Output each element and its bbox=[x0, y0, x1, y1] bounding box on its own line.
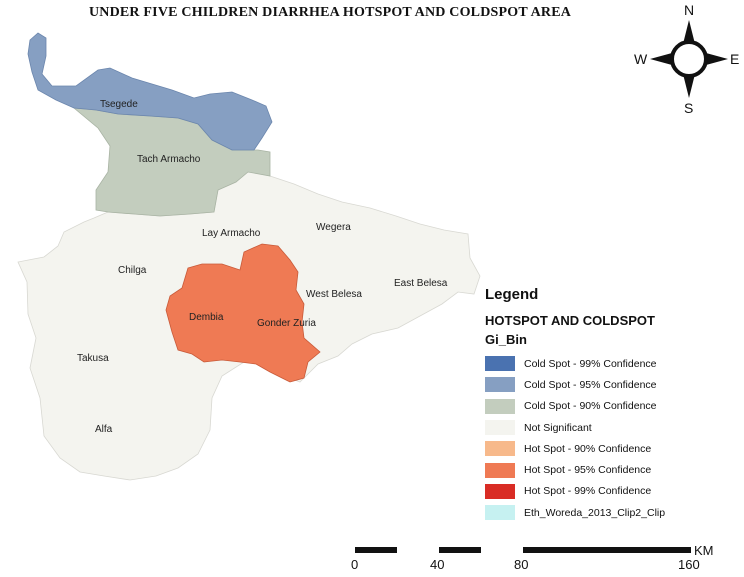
legend-swatch bbox=[485, 398, 515, 414]
compass-arrow-east bbox=[706, 53, 728, 65]
compass-label-west: W bbox=[634, 51, 648, 67]
scale-unit: KM bbox=[694, 543, 714, 558]
legend-swatch bbox=[485, 483, 515, 499]
woreda-label-lay-armacho: Lay Armacho bbox=[202, 228, 261, 239]
legend-label: Cold Spot - 95% Confidence bbox=[524, 378, 657, 391]
legend-swatch bbox=[485, 441, 515, 457]
woreda-label-dembia: Dembia bbox=[189, 312, 224, 323]
woreda-label-wegera: Wegera bbox=[316, 222, 351, 233]
legend-label: Not Significant bbox=[524, 421, 592, 434]
compass-arrow-south bbox=[683, 74, 695, 98]
legend-title: Legend bbox=[485, 286, 539, 303]
legend-field-name: Gi_Bin bbox=[485, 332, 527, 347]
woreda-label-west-belesa: West Belesa bbox=[306, 289, 362, 300]
scale-tick-40: 40 bbox=[430, 557, 445, 572]
region-dembia-gonder-zuria bbox=[165, 243, 321, 383]
legend-item: Cold Spot - 90% Confidence bbox=[485, 396, 735, 417]
legend-item: Hot Spot - 90% Confidence bbox=[485, 438, 735, 459]
legend-label: Hot Spot - 99% Confidence bbox=[524, 485, 652, 498]
scale-bar bbox=[355, 547, 691, 553]
scale-tick-80: 80 bbox=[514, 557, 529, 572]
legend-item: Hot Spot - 95% Confidence bbox=[485, 459, 735, 480]
compass-label-east: E bbox=[730, 51, 739, 67]
legend-label: Eth_Woreda_2013_Clip2_Clip bbox=[524, 506, 666, 519]
legend-swatch bbox=[485, 377, 515, 393]
scale-tick-0: 0 bbox=[351, 557, 359, 572]
scale-segment-3 bbox=[523, 547, 691, 553]
legend-swatch bbox=[485, 356, 515, 372]
compass-arrow-west bbox=[650, 53, 672, 65]
region-tsegede bbox=[27, 32, 273, 151]
legend-item: Eth_Woreda_2013_Clip2_Clip bbox=[485, 502, 735, 523]
woreda-label-east-belesa: East Belesa bbox=[394, 278, 448, 289]
woreda-label-tsegede: Tsegede bbox=[100, 99, 138, 110]
compass-label-south: S bbox=[684, 100, 693, 116]
legend-item: Hot Spot - 99% Confidence bbox=[485, 481, 735, 502]
compass-label-north: N bbox=[684, 2, 694, 18]
compass-arrow-north bbox=[683, 20, 695, 44]
scale-segment-2 bbox=[439, 547, 481, 553]
woreda-label-gonder-zuria: Gonder Zuria bbox=[257, 318, 316, 329]
woreda-label-alfa: Alfa bbox=[95, 424, 113, 435]
legend-label: Cold Spot - 99% Confidence bbox=[524, 357, 657, 370]
compass-rose: N S W E bbox=[634, 2, 739, 116]
map-title: UNDER FIVE CHILDREN DIARRHEA HOTSPOT AND… bbox=[88, 5, 572, 20]
woreda-label-tach-armacho: Tach Armacho bbox=[137, 154, 201, 165]
legend-item: Cold Spot - 99% Confidence bbox=[485, 353, 735, 374]
woreda-label-takusa: Takusa bbox=[77, 353, 109, 364]
legend-swatch bbox=[485, 420, 515, 436]
legend-label: Cold Spot - 90% Confidence bbox=[524, 400, 657, 413]
woreda-label-chilga: Chilga bbox=[118, 265, 147, 276]
legend-subtitle: HOTSPOT AND COLDSPOT bbox=[485, 313, 655, 328]
legend-label: Hot Spot - 95% Confidence bbox=[524, 464, 652, 477]
legend-item: Not Significant bbox=[485, 417, 735, 438]
legend: Legend HOTSPOT AND COLDSPOT Gi_Bin Cold … bbox=[485, 286, 735, 523]
legend-items: Cold Spot - 99% Confidence Cold Spot - 95… bbox=[485, 353, 735, 523]
legend-swatch bbox=[485, 462, 515, 478]
compass-ring bbox=[670, 40, 708, 78]
scale-segment-1 bbox=[355, 547, 397, 553]
legend-label: Hot Spot - 90% Confidence bbox=[524, 442, 652, 455]
legend-item: Cold Spot - 95% Confidence bbox=[485, 374, 735, 395]
legend-swatch bbox=[485, 505, 515, 521]
scale-tick-160: 160 bbox=[678, 557, 700, 572]
